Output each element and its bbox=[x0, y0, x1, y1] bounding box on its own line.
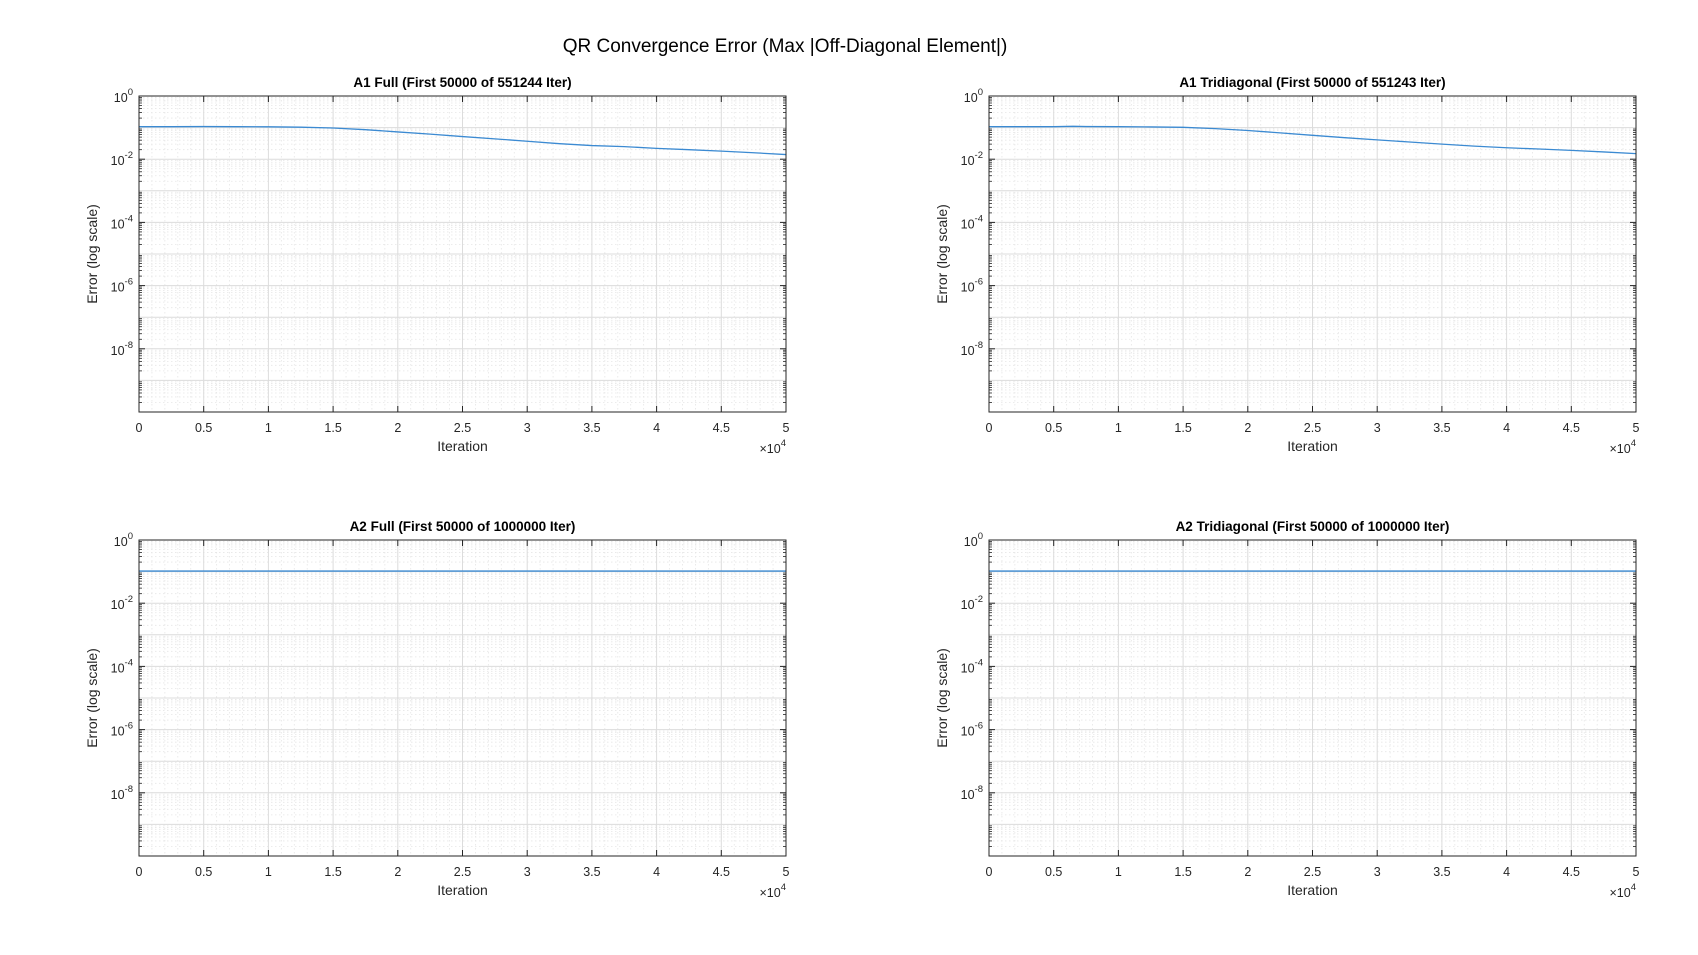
y-tick-label: 10-2 bbox=[111, 150, 133, 168]
x-tick-label: 1.5 bbox=[324, 865, 341, 879]
x-tick-label: 4 bbox=[1503, 421, 1510, 435]
x-tick-label: 2 bbox=[394, 865, 401, 879]
x-tick-label: 2 bbox=[394, 421, 401, 435]
x-tick-label: 4 bbox=[653, 865, 660, 879]
x-tick-label: 3 bbox=[1374, 421, 1381, 435]
x-tick-label: 3.5 bbox=[1433, 865, 1450, 879]
y-tick-label: 100 bbox=[114, 87, 133, 105]
x-tick-label: 2 bbox=[1244, 865, 1251, 879]
y-tick-label: 10-6 bbox=[111, 721, 133, 739]
x-tick-label: 0 bbox=[986, 865, 993, 879]
x-exponent-label: ×104 bbox=[1609, 882, 1636, 900]
x-tick-label: 0.5 bbox=[195, 865, 212, 879]
x-tick-label: 0.5 bbox=[1045, 865, 1062, 879]
x-axis-label: Iteration bbox=[437, 438, 488, 454]
y-tick-label: 10-4 bbox=[111, 213, 133, 231]
x-tick-label: 2.5 bbox=[454, 865, 471, 879]
y-tick-label: 10-6 bbox=[961, 277, 983, 295]
y-axis-label: Error (log scale) bbox=[934, 204, 950, 304]
y-tick-label: 10-2 bbox=[961, 150, 983, 168]
x-tick-label: 0 bbox=[136, 421, 143, 435]
y-tick-label: 100 bbox=[964, 531, 983, 549]
x-tick-label: 3.5 bbox=[583, 865, 600, 879]
x-tick-label: 1.5 bbox=[324, 421, 341, 435]
x-tick-label: 4.5 bbox=[713, 865, 730, 879]
x-tick-label: 0.5 bbox=[195, 421, 212, 435]
x-tick-label: 3.5 bbox=[583, 421, 600, 435]
x-tick-label: 1 bbox=[1115, 421, 1122, 435]
x-tick-label: 5 bbox=[1633, 865, 1640, 879]
x-exponent-label: ×104 bbox=[759, 438, 786, 456]
x-tick-label: 5 bbox=[783, 865, 790, 879]
x-tick-label: 3 bbox=[524, 865, 531, 879]
x-tick-label: 2.5 bbox=[1304, 421, 1321, 435]
y-axis-label: Error (log scale) bbox=[84, 648, 100, 748]
x-axis-label: Iteration bbox=[1287, 438, 1338, 454]
x-tick-label: 3 bbox=[524, 421, 531, 435]
x-tick-label: 3 bbox=[1374, 865, 1381, 879]
subplot-1: 0 0.5 1 1.5 2 2.5 3 3.5 4 4.5 5 100 10-2 10-4 10-6 10-8… bbox=[84, 75, 790, 456]
y-tick-label: 10-8 bbox=[961, 340, 983, 358]
x-tick-label: 0.5 bbox=[1045, 421, 1062, 435]
x-tick-label: 1 bbox=[265, 421, 272, 435]
x-tick-label: 1.5 bbox=[1174, 421, 1191, 435]
x-tick-label: 1 bbox=[265, 865, 272, 879]
subplot-2: 0 0.5 1 1.5 2 2.5 3 3.5 4 4.5 5 100 10-2 10-4 10-6 10-8… bbox=[934, 75, 1640, 456]
x-tick-label: 4 bbox=[1503, 865, 1510, 879]
x-tick-label: 5 bbox=[783, 421, 790, 435]
x-tick-label: 4.5 bbox=[1563, 865, 1580, 879]
y-tick-label: 10-2 bbox=[961, 594, 983, 612]
x-tick-label: 3.5 bbox=[1433, 421, 1450, 435]
series-line bbox=[989, 125, 1637, 155]
x-tick-label: 2.5 bbox=[1304, 865, 1321, 879]
x-tick-label: 4.5 bbox=[1563, 421, 1580, 435]
subplot-title: A2 Tridiagonal (First 50000 of 1000000 I… bbox=[1176, 519, 1450, 534]
subplot-title: A2 Full (First 50000 of 1000000 Iter) bbox=[350, 519, 576, 534]
subplot-3: 0 0.5 1 1.5 2 2.5 3 3.5 4 4.5 5 100 10-2 10-4 10-6 10-8… bbox=[84, 519, 790, 900]
subplot-4: 0 0.5 1 1.5 2 2.5 3 3.5 4 4.5 5 100 10-2 10-4 10-6 10-8… bbox=[934, 519, 1640, 900]
x-tick-label: 5 bbox=[1633, 421, 1640, 435]
x-exponent-label: ×104 bbox=[1609, 438, 1636, 456]
y-axis-label: Error (log scale) bbox=[934, 648, 950, 748]
y-tick-label: 10-8 bbox=[111, 784, 133, 802]
x-tick-label: 4.5 bbox=[713, 421, 730, 435]
x-tick-label: 4 bbox=[653, 421, 660, 435]
x-tick-label: 0 bbox=[136, 865, 143, 879]
series-line bbox=[139, 125, 787, 156]
x-tick-label: 2.5 bbox=[454, 421, 471, 435]
y-tick-label: 10-6 bbox=[961, 721, 983, 739]
y-tick-label: 10-6 bbox=[111, 277, 133, 295]
y-tick-label: 10-2 bbox=[111, 594, 133, 612]
x-axis-label: Iteration bbox=[437, 882, 488, 898]
y-tick-label: 10-4 bbox=[961, 213, 983, 231]
y-tick-label: 10-8 bbox=[111, 340, 133, 358]
y-tick-label: 10-4 bbox=[961, 657, 983, 675]
y-axis-label: Error (log scale) bbox=[84, 204, 100, 304]
subplot-title: A1 Tridiagonal (First 50000 of 551243 It… bbox=[1179, 75, 1445, 90]
subplot-title: A1 Full (First 50000 of 551244 Iter) bbox=[353, 75, 571, 90]
y-tick-label: 100 bbox=[964, 87, 983, 105]
x-axis-label: Iteration bbox=[1287, 882, 1338, 898]
y-tick-label: 10-8 bbox=[961, 784, 983, 802]
y-tick-label: 10-4 bbox=[111, 657, 133, 675]
y-tick-label: 100 bbox=[114, 531, 133, 549]
x-exponent-label: ×104 bbox=[759, 882, 786, 900]
x-tick-label: 2 bbox=[1244, 421, 1251, 435]
figure-title: QR Convergence Error (Max |Off-Diagonal … bbox=[562, 36, 1008, 57]
x-tick-label: 1 bbox=[1115, 865, 1122, 879]
x-tick-label: 1.5 bbox=[1174, 865, 1191, 879]
x-tick-label: 0 bbox=[986, 421, 993, 435]
